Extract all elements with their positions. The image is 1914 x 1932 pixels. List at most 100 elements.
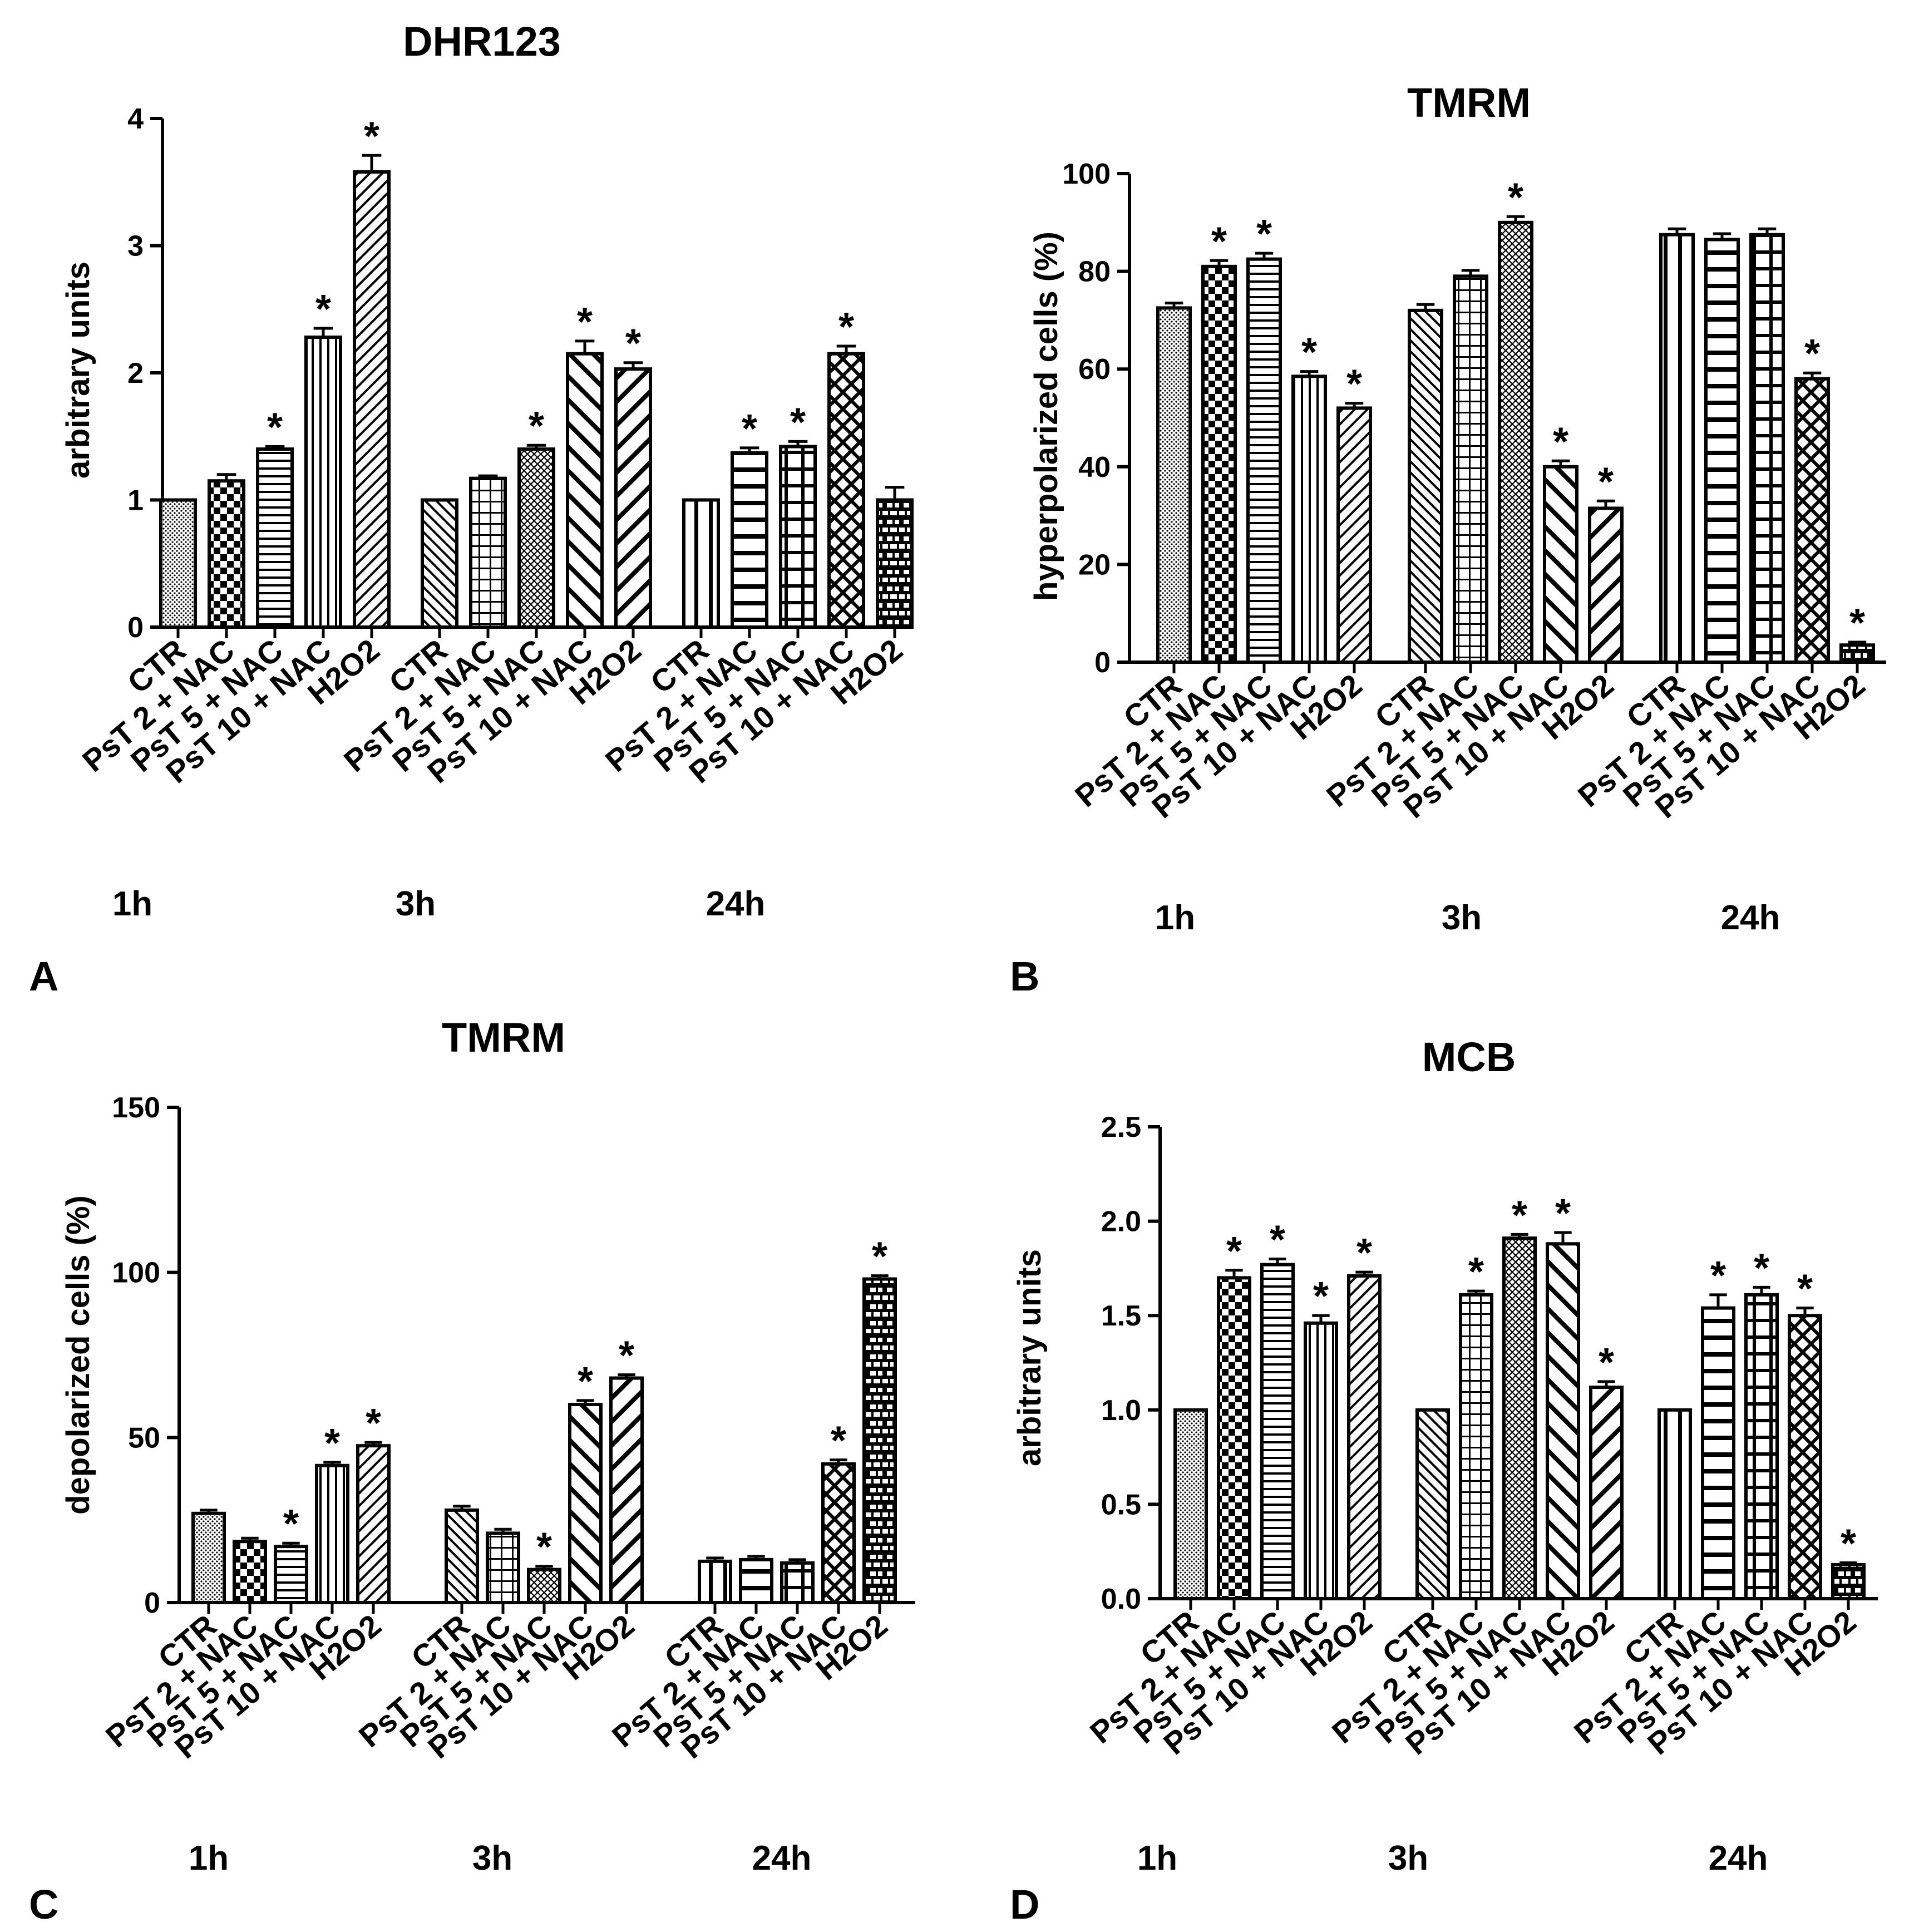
chart-title: TMRM xyxy=(1407,80,1531,126)
bar xyxy=(609,1376,644,1605)
significance-marker: * xyxy=(536,1525,552,1570)
significance-marker: * xyxy=(1270,1218,1285,1262)
bar xyxy=(527,1568,561,1605)
significance-marker: * xyxy=(578,1359,593,1404)
significance-marker: * xyxy=(1211,219,1227,264)
panel-label: D xyxy=(1010,1881,1039,1928)
significance-marker: * xyxy=(267,406,283,450)
significance-marker: * xyxy=(1508,175,1523,220)
significance-marker: * xyxy=(577,300,593,344)
bar xyxy=(159,498,197,629)
y-axis-label: depolarized cells (%) xyxy=(60,1195,96,1515)
bar xyxy=(1589,1386,1624,1600)
significance-marker: * xyxy=(1346,362,1362,407)
significance-marker: * xyxy=(1710,1254,1726,1298)
bar xyxy=(821,1462,856,1605)
bar xyxy=(486,1531,520,1604)
bar xyxy=(1831,1563,1866,1601)
bar xyxy=(731,451,768,629)
bar xyxy=(1156,306,1192,664)
y-tick-label: 20 xyxy=(1078,549,1111,581)
significance-marker: * xyxy=(1313,1274,1329,1319)
significance-marker: * xyxy=(742,407,757,451)
group-label-24h: 24h xyxy=(752,1839,812,1877)
y-axis-label: arbitrary units xyxy=(60,262,96,479)
group-label-3h: 3h xyxy=(472,1839,512,1877)
y-tick-label: 100 xyxy=(1062,158,1111,190)
significance-marker: * xyxy=(1226,1229,1242,1274)
bar xyxy=(315,1463,349,1604)
panel-label: A xyxy=(29,953,58,999)
y-tick-label: 100 xyxy=(112,1257,160,1289)
bar xyxy=(614,367,652,629)
bar xyxy=(353,170,391,629)
significance-marker: * xyxy=(1797,1267,1813,1312)
bar xyxy=(876,498,914,629)
bar xyxy=(1839,643,1875,664)
y-tick-label: 1.5 xyxy=(1101,1300,1141,1332)
bar xyxy=(1701,1306,1735,1601)
y-tick-label: 0 xyxy=(1094,647,1111,679)
y-tick-label: 50 xyxy=(128,1422,160,1454)
group-label-3h: 3h xyxy=(1388,1839,1428,1877)
bar xyxy=(1588,506,1624,664)
significance-marker: * xyxy=(831,1419,846,1463)
bar xyxy=(1246,257,1282,664)
bar xyxy=(1173,1408,1208,1601)
y-tick-label: 2 xyxy=(127,357,144,390)
significance-marker: * xyxy=(324,1421,340,1466)
bar xyxy=(1459,1293,1493,1600)
bar xyxy=(1201,264,1237,664)
group-label-24h: 24h xyxy=(1709,1839,1768,1877)
bar xyxy=(568,1403,603,1604)
y-tick-label: 0 xyxy=(127,612,144,644)
y-tick-label: 2.0 xyxy=(1101,1206,1141,1238)
bar xyxy=(1502,1236,1537,1600)
bar xyxy=(233,1540,267,1605)
y-tick-label: 1.0 xyxy=(1101,1394,1141,1427)
significance-marker: * xyxy=(315,287,331,332)
bar xyxy=(1347,1274,1382,1600)
significance-marker: * xyxy=(1804,332,1820,376)
significance-marker: * xyxy=(1598,460,1614,504)
bar xyxy=(304,336,342,629)
group-label-1h: 1h xyxy=(189,1839,229,1877)
y-tick-label: 0 xyxy=(144,1587,160,1619)
bar xyxy=(566,352,604,629)
group-label-1h: 1h xyxy=(1155,899,1195,937)
chart-title: DHR123 xyxy=(403,18,561,65)
bar xyxy=(1744,1293,1779,1600)
significance-marker: * xyxy=(625,322,641,366)
bar xyxy=(827,352,865,629)
significance-marker: * xyxy=(619,1334,634,1378)
bar xyxy=(1543,465,1578,664)
significance-marker: * xyxy=(838,305,854,349)
bar xyxy=(1659,233,1695,664)
bar xyxy=(191,1511,226,1605)
significance-marker: * xyxy=(790,400,806,445)
group-label-3h: 3h xyxy=(1442,899,1482,937)
bar xyxy=(517,447,555,629)
bar xyxy=(1498,220,1533,664)
chart-panel-b: TMRM hyperpolarized cells (%) 0 20 40 60 80 1… xyxy=(1010,80,1886,999)
group-label-3h: 3h xyxy=(396,885,436,923)
panel-label: B xyxy=(1010,953,1039,999)
bar xyxy=(682,498,720,629)
significance-marker: * xyxy=(1553,420,1568,464)
bar xyxy=(862,1277,897,1605)
significance-marker: * xyxy=(1256,212,1272,257)
bar xyxy=(1408,308,1443,664)
bar xyxy=(1749,233,1785,664)
group-label-24h: 24h xyxy=(706,885,766,923)
bar xyxy=(1658,1408,1692,1601)
group-label-24h: 24h xyxy=(1721,899,1780,937)
panel-label: C xyxy=(29,1881,58,1928)
bar xyxy=(1794,377,1830,664)
bar xyxy=(698,1559,732,1604)
y-tick-label: 80 xyxy=(1078,256,1111,288)
significance-marker: * xyxy=(1555,1191,1571,1236)
significance-marker: * xyxy=(366,1401,381,1446)
bar xyxy=(356,1444,391,1605)
